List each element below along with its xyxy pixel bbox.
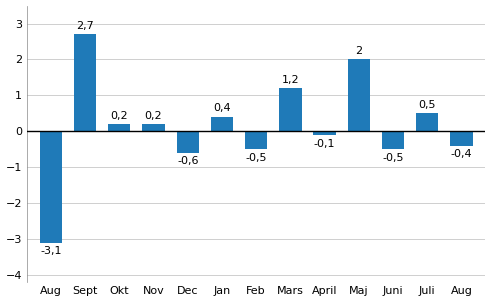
- Bar: [177, 131, 199, 153]
- Bar: [450, 131, 473, 146]
- Text: -0,6: -0,6: [177, 156, 198, 166]
- Text: -0,5: -0,5: [382, 153, 404, 163]
- Bar: [313, 131, 336, 135]
- Bar: [142, 124, 164, 131]
- Bar: [382, 131, 404, 149]
- Bar: [40, 131, 62, 243]
- Text: 2,7: 2,7: [76, 21, 94, 31]
- Bar: [348, 59, 370, 131]
- Text: -3,1: -3,1: [40, 246, 61, 256]
- Text: 0,2: 0,2: [110, 111, 128, 120]
- Bar: [245, 131, 267, 149]
- Bar: [108, 124, 131, 131]
- Text: 1,2: 1,2: [281, 75, 299, 85]
- Bar: [279, 88, 301, 131]
- Text: -0,4: -0,4: [451, 149, 472, 159]
- Text: -0,5: -0,5: [246, 153, 267, 163]
- Bar: [74, 34, 96, 131]
- Text: 0,2: 0,2: [145, 111, 163, 120]
- Bar: [416, 113, 438, 131]
- Text: 0,5: 0,5: [418, 100, 436, 110]
- Text: -0,1: -0,1: [314, 139, 335, 149]
- Bar: [211, 117, 233, 131]
- Text: 0,4: 0,4: [213, 103, 231, 113]
- Text: 2: 2: [355, 46, 362, 56]
